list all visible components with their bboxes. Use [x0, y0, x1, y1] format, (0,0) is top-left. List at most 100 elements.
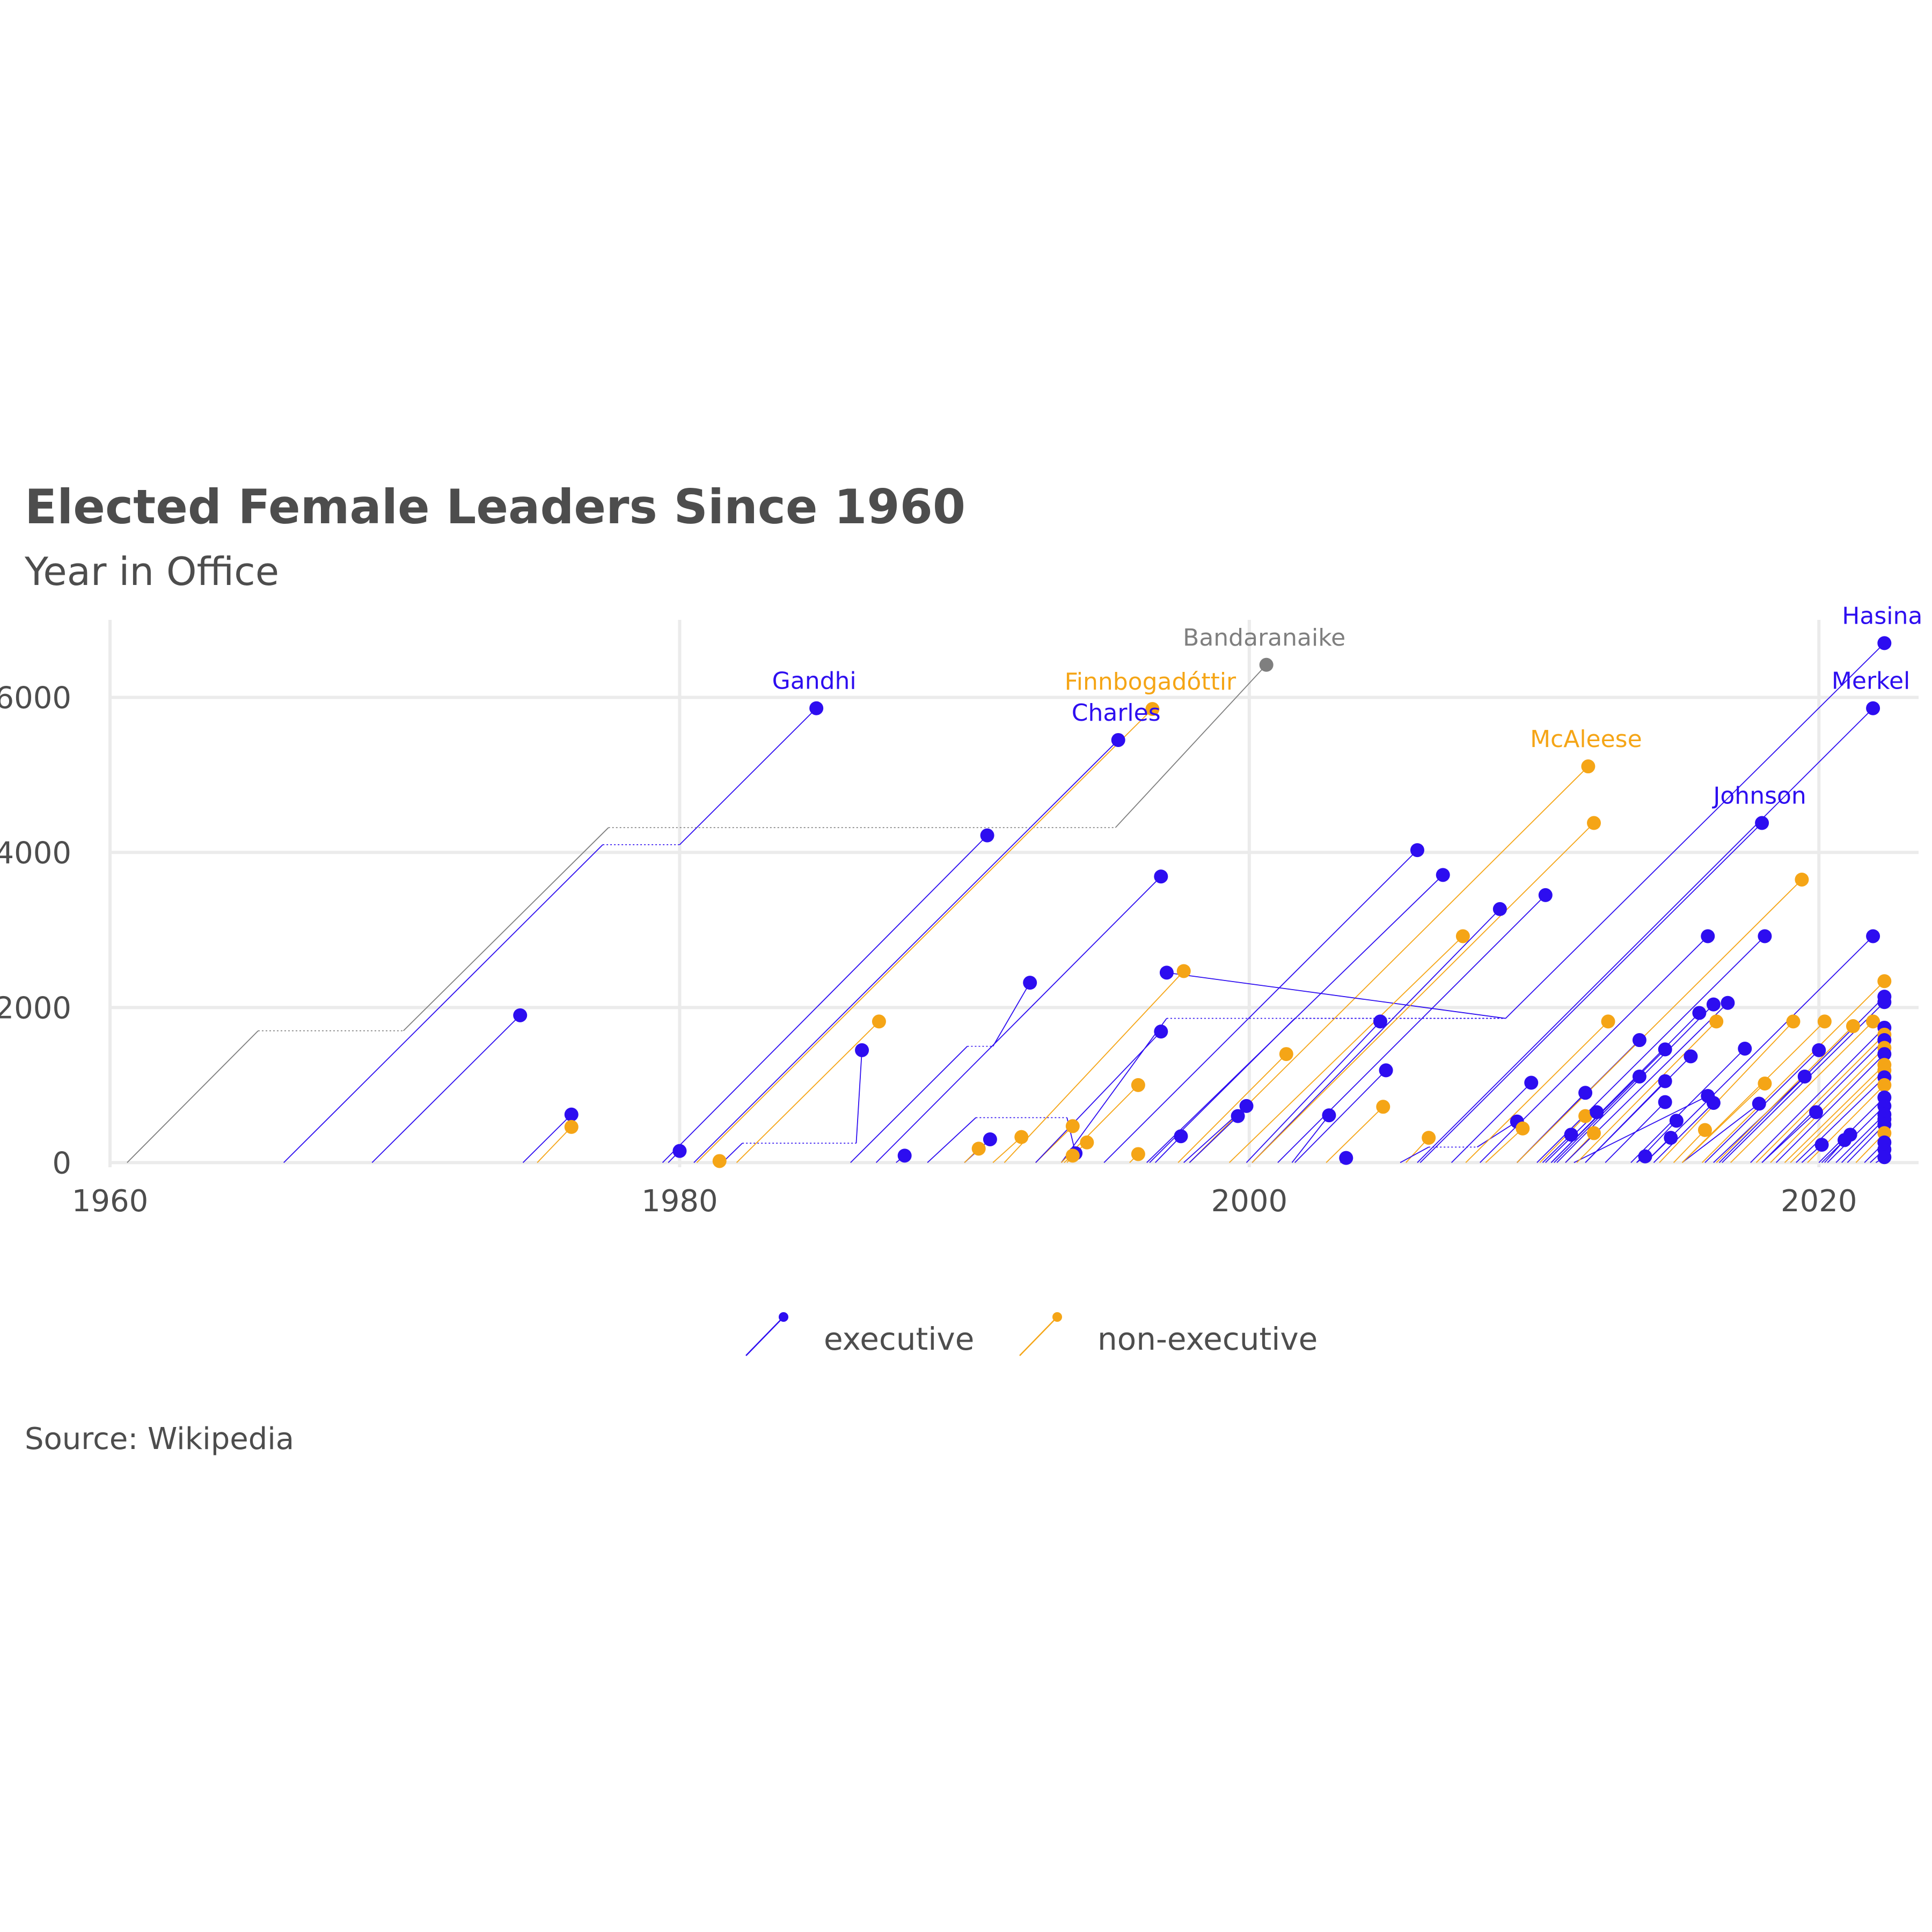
leader-point [1684, 1049, 1698, 1064]
chart-caption: Source: Wikipedia [25, 1422, 294, 1457]
leader-point [1590, 1105, 1604, 1119]
legend-label-executive: executive [824, 1321, 974, 1357]
series-segment [127, 1030, 259, 1163]
series-segment [1574, 1095, 1708, 1163]
series-segment [1103, 850, 1418, 1163]
series-segment [371, 1015, 521, 1163]
axis-layer: 0 2000 4000 6000 1960 1980 2000 2020 [0, 680, 1857, 1219]
leader-point [1279, 1047, 1293, 1062]
leader-point [1658, 1074, 1672, 1088]
leader-point [1866, 929, 1880, 943]
series-segment [1539, 1116, 1586, 1163]
series-segment [1294, 1070, 1387, 1163]
series-segment [1060, 1018, 1167, 1163]
leader-point [564, 1119, 579, 1134]
leader-point [1738, 1041, 1752, 1056]
series-segment [1004, 970, 1184, 1163]
series-segment [1485, 1128, 1523, 1163]
leader-point [1692, 1006, 1707, 1020]
series-segment [1653, 1102, 1714, 1163]
series-segment [927, 1117, 976, 1163]
series-segment [1681, 1021, 1825, 1163]
leader-point [1065, 1119, 1080, 1133]
leader-point [1846, 1019, 1860, 1034]
leader-point [855, 1043, 869, 1057]
leader-point [1669, 1114, 1684, 1128]
series-segment [537, 1126, 572, 1163]
leader-point [1516, 1121, 1530, 1136]
series-segment [1419, 822, 1762, 1163]
leader-point [1697, 1123, 1712, 1137]
leader-point [1814, 1138, 1829, 1152]
leader-point [1809, 1105, 1823, 1119]
y-tick-label: 4000 [0, 836, 71, 870]
leader-point [1154, 869, 1168, 884]
series-segment [402, 827, 609, 1031]
leader-point [1174, 1129, 1188, 1144]
series-segment [693, 740, 1119, 1163]
legend-item-executive: executive [745, 1312, 974, 1357]
leader-point [1812, 1043, 1826, 1057]
legend-key-line-non-executive [1019, 1316, 1058, 1356]
legend-label-non-executive: non-executive [1097, 1321, 1318, 1357]
leader-label: Merkel [1832, 668, 1910, 695]
label-layer: Bandaranaike Gandhi Finnbogadóttir Charles M… [772, 602, 1923, 809]
leader-point [1721, 996, 1735, 1010]
series-segment [1505, 642, 1885, 1019]
series-segment [1554, 1076, 1640, 1163]
series-segment [992, 982, 1030, 1047]
leader-point [1786, 1014, 1801, 1029]
series-segment [1755, 1034, 1885, 1163]
x-tick-label: 2000 [1211, 1184, 1288, 1219]
leader-point [1817, 1014, 1832, 1029]
leader-point [1322, 1108, 1336, 1123]
legend-item-non-executive: non-executive [1019, 1312, 1318, 1357]
leader-point [513, 1008, 528, 1022]
series-segment [1451, 1082, 1532, 1163]
leader-point [1379, 1063, 1393, 1078]
leader-point [1111, 733, 1125, 747]
leader-point [1581, 759, 1596, 774]
leader-point [1023, 976, 1037, 990]
series-segment [1115, 664, 1267, 828]
series-segment [662, 835, 988, 1163]
series-segment [1035, 1031, 1161, 1163]
leader-point [1877, 1047, 1892, 1062]
leader-point [1632, 1069, 1646, 1084]
legend-key-dot-executive [779, 1312, 788, 1322]
leader-point [1131, 1078, 1145, 1092]
series-segment [1770, 1047, 1885, 1163]
series-segment [1476, 1121, 1518, 1148]
x-tick-label: 2020 [1781, 1184, 1857, 1219]
chart-subtitle: Year in Office [24, 549, 279, 594]
leader-point [1706, 1096, 1721, 1110]
leader-point [1578, 1086, 1593, 1100]
leader-label: Finnbogadóttir [1065, 668, 1236, 696]
leader-point [1586, 816, 1601, 830]
leader-point [1877, 1150, 1892, 1165]
leader-point [1758, 929, 1772, 943]
x-tick-label: 1960 [72, 1184, 149, 1219]
leader-point [1231, 1109, 1245, 1123]
leader-point [1752, 1096, 1766, 1111]
series-segment [1536, 935, 1766, 1163]
series-segment [1576, 1021, 1717, 1163]
leader-label: Hasina [1842, 602, 1922, 630]
leader-point [1755, 816, 1769, 830]
leader-point [1410, 843, 1424, 858]
series-segment [875, 876, 1161, 1163]
leader-point [1524, 1075, 1539, 1090]
leader-point [1159, 965, 1174, 980]
leader-point [1701, 929, 1715, 943]
series-segment [1465, 1021, 1609, 1163]
series-segment [1750, 1027, 1885, 1163]
series-segment [1517, 879, 1803, 1163]
series-segment [1166, 972, 1506, 1019]
series-segment [1556, 1004, 1714, 1163]
series-segment [1784, 1064, 1885, 1163]
leader-point [1632, 1033, 1646, 1048]
leader-point [1866, 701, 1880, 715]
series-segment [1796, 1077, 1885, 1163]
